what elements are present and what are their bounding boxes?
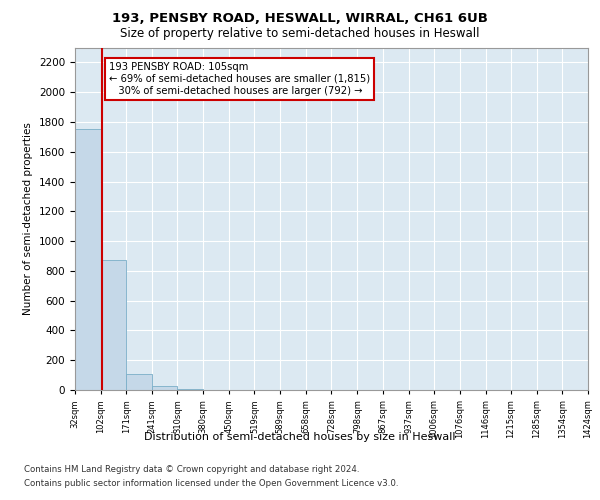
Text: Contains public sector information licensed under the Open Government Licence v3: Contains public sector information licen… [24, 478, 398, 488]
Text: Contains HM Land Registry data © Crown copyright and database right 2024.: Contains HM Land Registry data © Crown c… [24, 465, 359, 474]
Bar [152, 386, 178, 390]
Text: Distribution of semi-detached houses by size in Heswall: Distribution of semi-detached houses by … [144, 432, 456, 442]
Bar [75, 130, 101, 390]
Bar [126, 374, 152, 390]
Text: 193 PENSBY ROAD: 105sqm
← 69% of semi-detached houses are smaller (1,815)
   30%: 193 PENSBY ROAD: 105sqm ← 69% of semi-de… [109, 62, 370, 96]
Bar [101, 260, 126, 390]
Text: Size of property relative to semi-detached houses in Heswall: Size of property relative to semi-detach… [120, 28, 480, 40]
Text: 193, PENSBY ROAD, HESWALL, WIRRAL, CH61 6UB: 193, PENSBY ROAD, HESWALL, WIRRAL, CH61 … [112, 12, 488, 26]
Y-axis label: Number of semi-detached properties: Number of semi-detached properties [23, 122, 34, 315]
